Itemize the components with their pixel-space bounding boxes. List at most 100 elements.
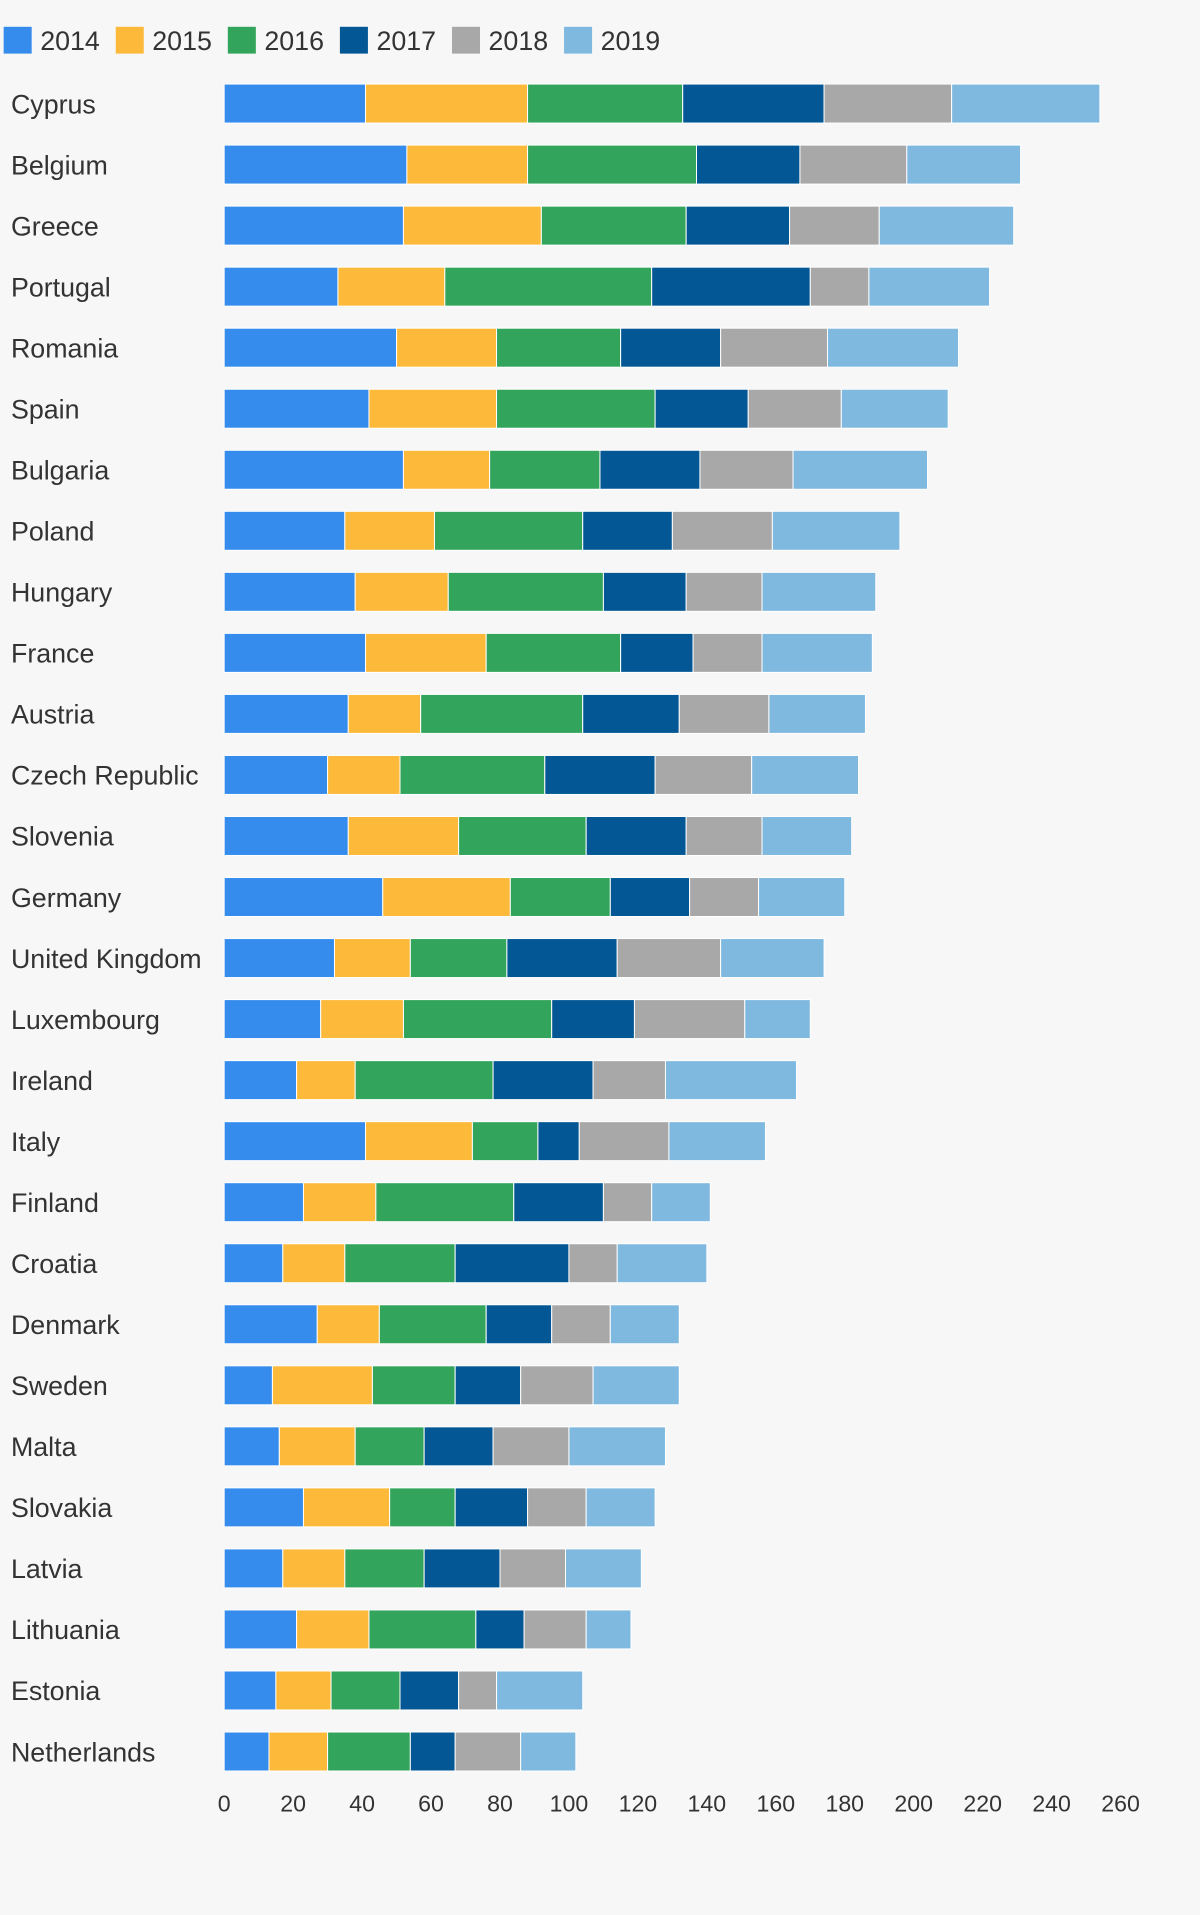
bar-segment-2018 [654, 754, 753, 795]
bar-segment-2017 [454, 1365, 522, 1406]
bar-segment-2018 [689, 877, 760, 918]
category-label: Latvia [11, 1554, 83, 1584]
category-label: Finland [11, 1188, 99, 1218]
bar-segment-2017 [654, 388, 749, 429]
bar-segment-2015 [337, 266, 446, 307]
bar-segment-2017 [620, 632, 694, 673]
bar-segment-2014 [223, 1670, 277, 1711]
bar-segment-2015 [396, 327, 498, 368]
bar-segment-2019 [792, 449, 928, 490]
bar-segment-2019 [568, 1426, 666, 1467]
category-label: Malta [11, 1432, 77, 1462]
category-label: France [11, 639, 94, 669]
bar-segment-2014 [223, 693, 349, 734]
category-label: Denmark [11, 1310, 120, 1340]
bar-segment-2019 [609, 1304, 680, 1345]
bar-segment-2017 [620, 327, 722, 368]
bar-segment-2014 [223, 1426, 280, 1467]
bar-segment-2017 [513, 1182, 604, 1223]
bar-segment-2019 [564, 1548, 642, 1589]
category-label: Luxembourg [11, 1005, 160, 1035]
bar-segment-2016 [354, 1060, 494, 1101]
bar-segment-2019 [744, 999, 811, 1040]
legend-swatch-2017 [339, 26, 368, 54]
bar-segment-2017 [399, 1670, 460, 1711]
category-label: Ireland [11, 1066, 93, 1096]
bar-segment-2017 [544, 754, 656, 795]
bar-segment-2015 [282, 1548, 346, 1589]
bar-segment-2014 [223, 1304, 318, 1345]
category-label: United Kingdom [11, 944, 202, 974]
bar-segment-2018 [720, 327, 829, 368]
bar-segment-2018 [551, 1304, 611, 1345]
x-tick-label: 260 [1101, 1791, 1140, 1817]
bar-segment-2016 [447, 571, 604, 612]
x-tick-label: 60 [418, 1791, 444, 1817]
legend-swatch-2014 [3, 26, 32, 54]
x-tick-label: 40 [349, 1791, 375, 1817]
bar-segment-2015 [406, 144, 529, 185]
bar-segment-2018 [685, 571, 763, 612]
bar-segment-2019 [768, 693, 866, 734]
bar-segment-2018 [823, 83, 953, 124]
legend-label-2018: 2018 [489, 26, 549, 56]
bar-segment-2015 [278, 1426, 356, 1467]
category-label: Spain [11, 394, 80, 424]
legend-label-2017: 2017 [376, 26, 436, 56]
bar-segment-2016 [540, 205, 687, 246]
bar-segment-2014 [223, 938, 335, 979]
bar-segment-2018 [685, 815, 763, 856]
x-tick-label: 80 [487, 1791, 513, 1817]
bar-segment-2014 [223, 632, 367, 673]
bar-segment-2015 [344, 510, 435, 551]
bar-segment-2017 [551, 999, 635, 1040]
bar-segment-2014 [223, 1243, 284, 1284]
bar-segment-2018 [799, 144, 908, 185]
bar-segment-2019 [758, 877, 846, 918]
bar-segment-2016 [375, 1182, 515, 1223]
bar-segment-2016 [402, 999, 553, 1040]
bar-segment-2015 [365, 83, 529, 124]
bar-segment-2014 [223, 144, 408, 185]
bar-segment-2014 [223, 205, 404, 246]
bar-segment-2019 [585, 1487, 656, 1528]
bar-segment-2015 [347, 693, 422, 734]
x-tick-label: 100 [550, 1791, 589, 1817]
legend-label-2014: 2014 [40, 26, 100, 56]
bar-segment-2018 [602, 1182, 653, 1223]
bar-segment-2019 [720, 938, 825, 979]
bar-segment-2019 [951, 83, 1101, 124]
bar-segment-2015 [354, 571, 449, 612]
bar-segment-2017 [599, 449, 701, 490]
x-tick-label: 120 [619, 1791, 658, 1817]
bar-segment-2016 [371, 1365, 456, 1406]
bar-segment-2015 [282, 1243, 346, 1284]
bar-segment-2017 [682, 83, 825, 124]
bar-segment-2016 [378, 1304, 487, 1345]
bar-segment-2015 [368, 388, 498, 429]
bar-segment-2017 [454, 1243, 570, 1284]
bar-segment-2016 [527, 144, 697, 185]
bar-segment-2019 [651, 1182, 711, 1223]
bar-segment-2018 [633, 999, 746, 1040]
bar-segment-2014 [223, 327, 398, 368]
bar-segment-2016 [444, 266, 653, 307]
bar-segment-2016 [354, 1426, 425, 1467]
bar-segment-2016 [496, 388, 656, 429]
bar-segment-2014 [223, 815, 349, 856]
legend-swatch-2016 [227, 26, 256, 54]
bar-segment-2014 [223, 877, 384, 918]
bar-segment-2017 [454, 1487, 529, 1528]
bar-segment-2018 [789, 205, 880, 246]
bar-segment-2016 [485, 632, 622, 673]
bar-segment-2018 [747, 388, 842, 429]
bar-segment-2015 [296, 1609, 370, 1650]
legend: 2014 2015 2016 2017 2018 2019 [3, 26, 660, 56]
bar-segment-2015 [365, 1121, 473, 1162]
bar-segment-2015 [271, 1365, 373, 1406]
bar-segment-2017 [582, 510, 673, 551]
bar-segment-2018 [492, 1426, 570, 1467]
bar-segment-2014 [223, 1731, 270, 1772]
bar-segment-2018 [458, 1670, 498, 1711]
